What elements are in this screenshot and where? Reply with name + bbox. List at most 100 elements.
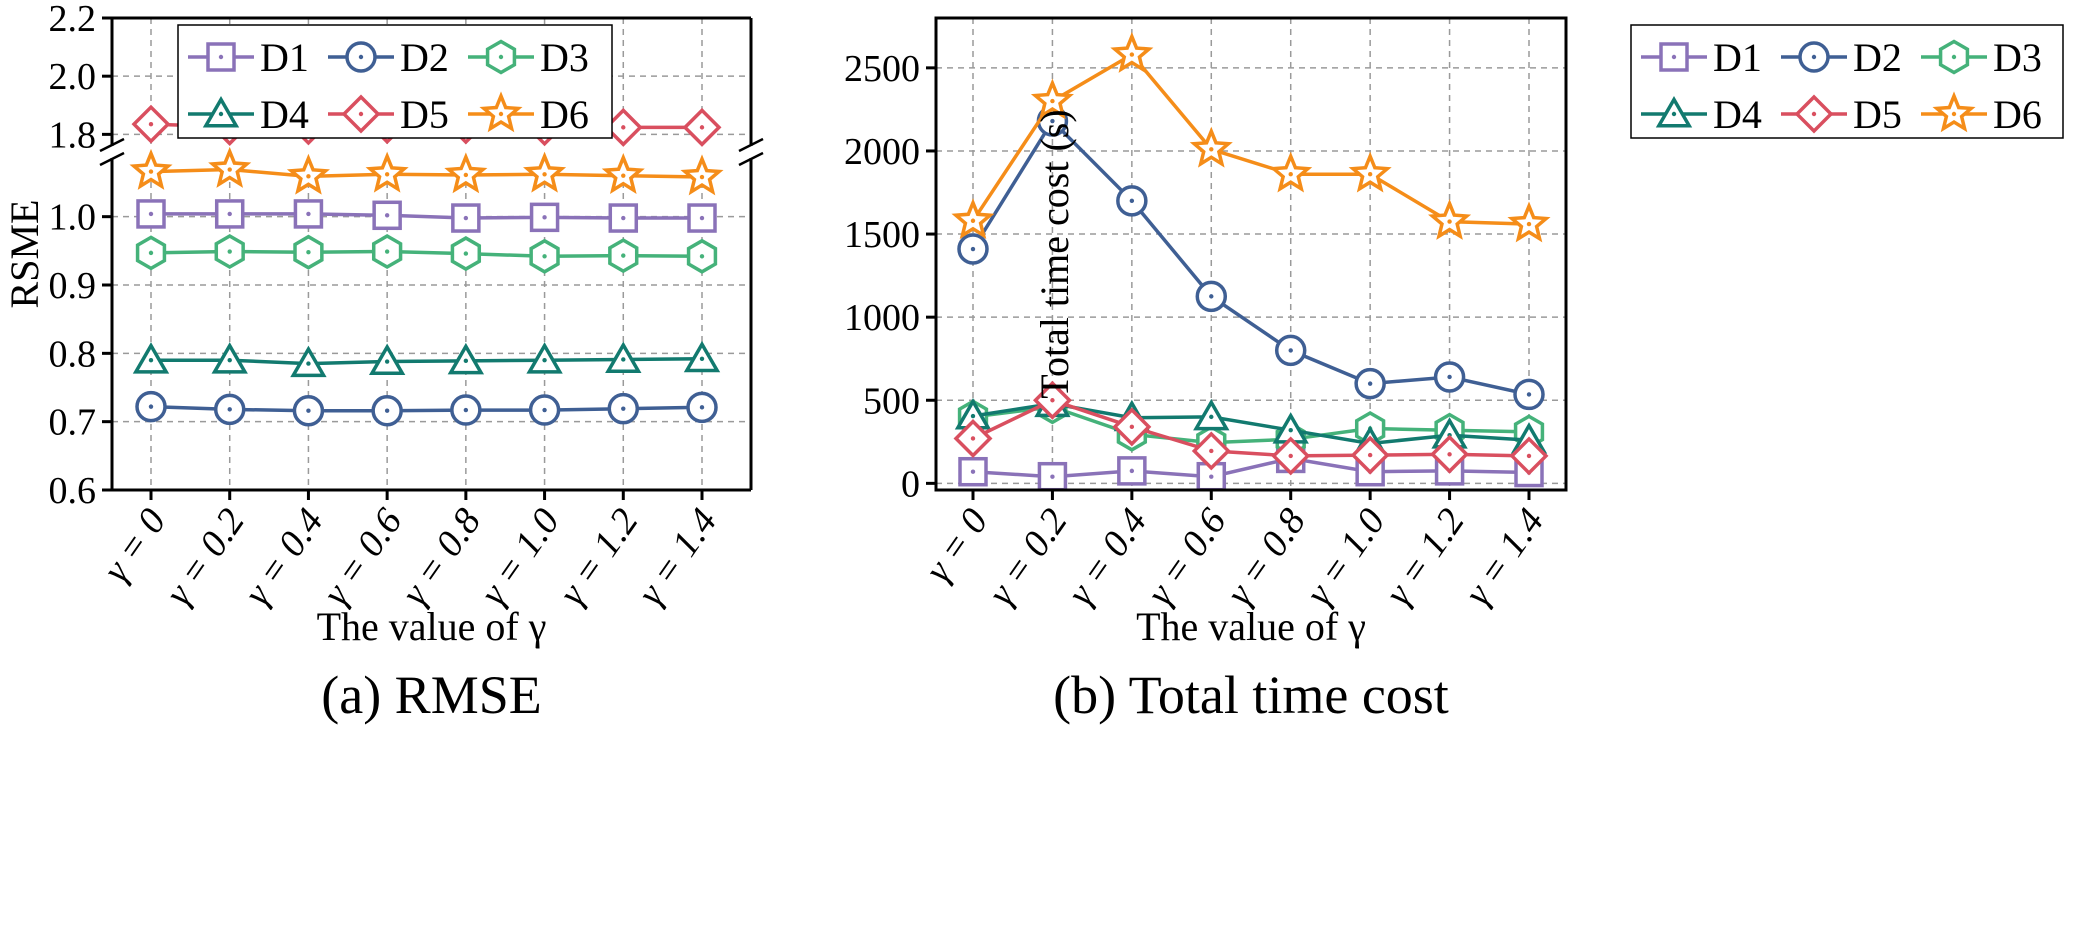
data-point-d3: [371, 233, 403, 270]
data-point-d6: [129, 148, 173, 190]
data-point-d4: [526, 342, 563, 374]
data-point-d6: [951, 198, 995, 240]
legend-item-d2: D2: [1781, 35, 1902, 80]
x-tick-label: γ = 0.4: [1059, 501, 1155, 613]
axes-frame: [934, 16, 1568, 492]
x-tick-label: γ = 1.2: [1377, 501, 1473, 613]
data-point-d1: [214, 199, 245, 229]
data-point-d1: [958, 456, 988, 487]
legend-item-d4: D4: [188, 92, 309, 137]
series-d2: [135, 390, 718, 427]
data-point-d5: [1509, 436, 1549, 476]
data-point-d4: [1193, 398, 1230, 431]
data-point-d6: [523, 151, 567, 193]
data-point-d4: [368, 343, 406, 376]
data-point-d4: [132, 342, 170, 374]
data-point-d3: [608, 238, 639, 274]
y-tick-label: 1500: [844, 214, 920, 256]
panel-time-cost: 0 500 1000 1500 2000 2500 D1 D2 D3 D4 D5 D6 Total ti…: [844, 16, 2064, 725]
data-point-d4: [290, 345, 327, 378]
data-point-d5: [1112, 407, 1152, 447]
legend-label-d4: D4: [1713, 92, 1762, 137]
legend-label-d1: D1: [1713, 35, 1762, 80]
x-tick-label: γ = 0.4: [236, 501, 332, 613]
y-axis-title: Total time cost (s): [1032, 109, 1077, 398]
axis-break-mark: [99, 151, 125, 167]
x-axis-title: The value of γ: [317, 604, 547, 649]
data-point-d3: [686, 238, 718, 274]
legend-marker-d5: [1794, 94, 1834, 134]
data-point-d5: [1032, 380, 1072, 420]
grid: [936, 18, 1566, 490]
legend-marker-d6: [1932, 91, 1976, 133]
legend-label-d6: D6: [540, 92, 589, 137]
legend-item-d3: D3: [1921, 35, 2042, 80]
data-point-d6: [680, 154, 724, 196]
data-point-d2: [135, 390, 167, 423]
x-tick-label: γ = 1.4: [630, 501, 726, 613]
data-point-d2: [1116, 185, 1148, 217]
legend-label-d6: D6: [1993, 92, 2042, 137]
data-point-d3: [293, 234, 324, 270]
x-tick-label: γ = 1.2: [551, 501, 647, 613]
x-tick-label: γ = 1.0: [472, 501, 568, 613]
data-point-d6: [1189, 126, 1233, 168]
legend-marker-d3: [485, 39, 517, 75]
data-point-d3: [214, 233, 245, 270]
data-point-d4: [683, 340, 721, 373]
y-tick-label: 0.6: [49, 470, 97, 512]
legend-label-d5: D5: [400, 92, 449, 137]
legend: D1 D2 D3 D4 D5 D6: [177, 24, 613, 139]
legend-item-d3: D3: [468, 35, 589, 80]
axis-break-mark: [738, 137, 764, 153]
legend-marker-d4: [1655, 96, 1693, 128]
legend-item-d5: D5: [328, 92, 449, 137]
data-point-d2: [1195, 280, 1228, 313]
data-point-d5: [1191, 431, 1231, 471]
legend: D1 D2 D3 D4 D5 D6: [1630, 24, 2064, 139]
series-d4: [132, 340, 721, 378]
x-tick-label: γ = 0.8: [1218, 501, 1314, 613]
data-point-d4: [605, 341, 642, 373]
legend-marker-d1: [206, 42, 236, 72]
plot-area: [129, 104, 724, 427]
legend-item-d1: D1: [1641, 35, 1762, 80]
data-point-d2: [213, 393, 246, 426]
y-tick-label: 500: [863, 380, 920, 422]
data-point-d1: [1117, 456, 1147, 486]
data-point-d1: [529, 202, 560, 233]
y-ticks: 0.6 0.7 0.8 0.9 1.0 1.8 2.0 2.2: [49, 0, 112, 512]
data-point-d6: [1507, 201, 1551, 243]
data-point-d6: [1348, 151, 1392, 193]
y-tick-label: 2500: [844, 48, 920, 90]
data-point-d2: [957, 233, 989, 265]
series-d6: [951, 31, 1551, 243]
x-axis-title: The value of γ: [1136, 604, 1366, 649]
data-point-d6: [365, 151, 409, 193]
data-point-d6: [1269, 151, 1313, 193]
x-tick-label: γ = 0.6: [315, 501, 411, 613]
data-point-d1: [1037, 461, 1068, 492]
y-tick-label: 2.2: [49, 0, 97, 40]
legend-label-d1: D1: [260, 35, 309, 80]
panel-rmse: 0.6 0.7 0.8 0.9 1.0 1.8 2.0 2.2 D1 D2 D3 D4 D5 D6 RSME…: [2, 0, 765, 725]
y-tick-label: 1.8: [49, 114, 97, 156]
data-point-d5: [953, 419, 993, 458]
y-tick-label: 0.7: [49, 402, 97, 444]
data-point-d1: [451, 203, 481, 233]
y-axis-title: RSME: [2, 200, 47, 309]
data-point-d6: [1110, 31, 1154, 73]
legend-label-d3: D3: [540, 35, 589, 80]
legend-marker-d2: [1798, 41, 1830, 73]
plot-area: [951, 31, 1551, 492]
data-point-d6: [286, 153, 330, 195]
y-tick-label: 2.0: [49, 56, 97, 98]
data-point-d1: [372, 200, 402, 231]
data-point-d3: [135, 235, 167, 271]
legend-marker-d6: [479, 91, 523, 133]
legend-marker-d3: [1938, 39, 1970, 75]
y-tick-label: 0.8: [49, 333, 97, 375]
legend-label-d2: D2: [1853, 35, 1902, 80]
legend-marker-d5: [341, 94, 381, 134]
